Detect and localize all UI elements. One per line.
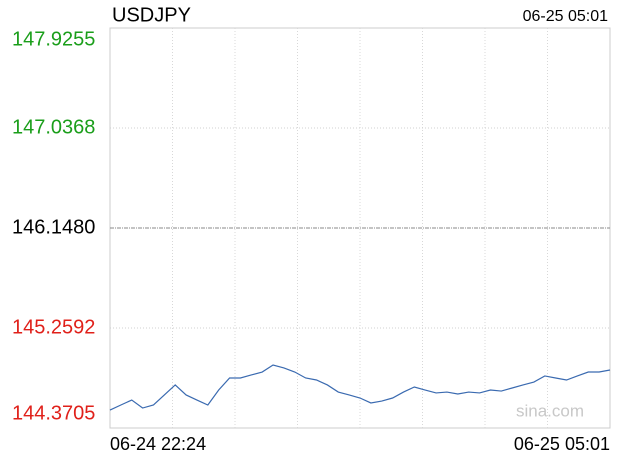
- price-line: [109, 364, 611, 411]
- y-tick-label: 145.2592: [12, 316, 95, 338]
- y-tick-label: 147.9255: [12, 28, 95, 50]
- y-tick-label: 146.1480: [12, 216, 95, 238]
- chart-title: USDJPY: [112, 4, 191, 26]
- watermark: sina.com: [516, 401, 584, 420]
- y-tick-label: 147.0368: [12, 116, 95, 138]
- x-tick-label: 06-24 22:24: [110, 434, 206, 454]
- x-tick-label: 06-25 05:01: [514, 434, 610, 454]
- y-tick-label: 144.3705: [12, 402, 95, 424]
- timestamp: 06-25 05:01: [523, 8, 609, 25]
